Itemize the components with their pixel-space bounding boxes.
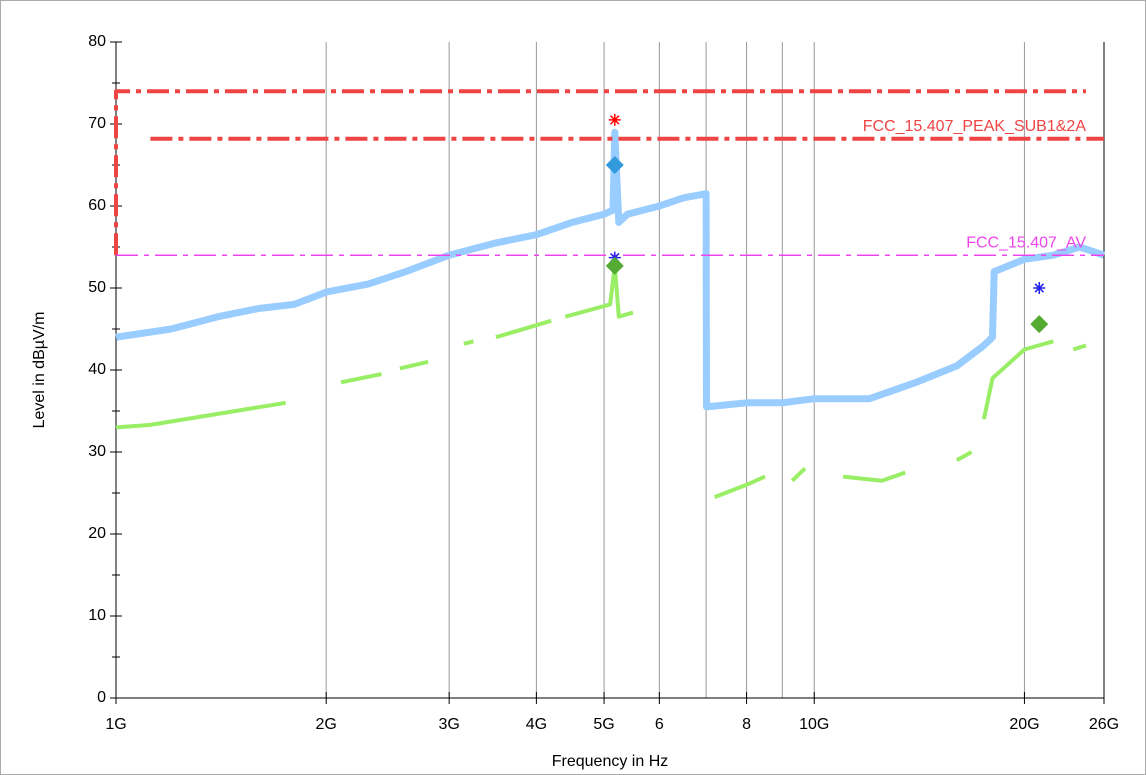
series-line [115,128,1106,411]
x-tick-label: 10G [799,716,829,733]
x-tick-label: 6 [655,716,664,733]
y-tick-label: 50 [88,279,106,296]
marker [605,256,624,275]
y-tick-label: 60 [88,197,106,214]
series-label: FCC_15.407_AV [966,234,1086,251]
y-tick-label: 0 [97,689,106,706]
marker [1030,315,1049,334]
marker [1033,282,1046,294]
x-tick-label: 20G [1009,716,1039,733]
x-tick-label: 26G [1089,716,1119,733]
marker [605,156,624,174]
y-axis-label: Level in dBµV/m [31,312,48,429]
x-tick-label: 4G [526,716,547,733]
y-tick-label: 10 [88,607,106,624]
series-label: FCC_15.407_PEAK_SUB1&2A [863,118,1087,135]
x-tick-label: 1G [105,716,126,733]
y-tick-label: 40 [88,361,106,378]
y-tick-label: 70 [88,115,106,132]
y-tick-label: 20 [88,525,106,542]
x-tick-label: 5G [593,716,614,733]
x-axis-label: Frequency in Hz [552,753,669,770]
x-tick-label: 8 [742,716,751,733]
y-tick-label: 80 [88,33,106,50]
marker [608,113,621,126]
x-tick-label: 2G [316,716,337,733]
series-line [114,89,1104,256]
x-tick-label: 3G [438,716,459,733]
y-tick-label: 30 [88,443,106,460]
